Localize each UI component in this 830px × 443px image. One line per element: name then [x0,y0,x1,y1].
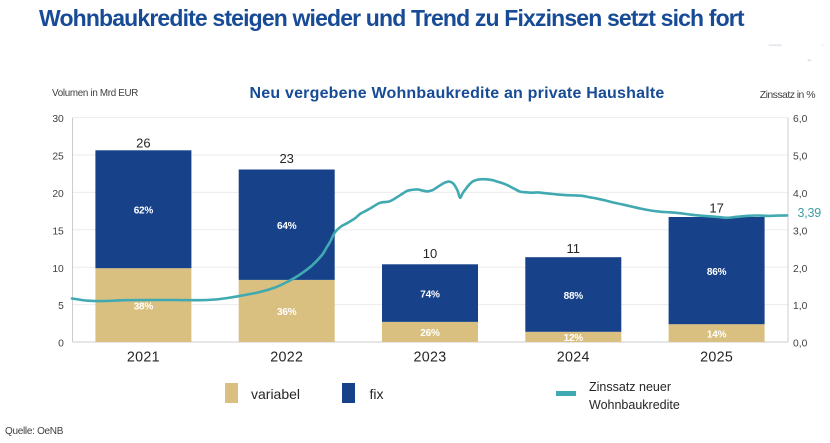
svg-text:25: 25 [52,152,64,163]
svg-text:2,0: 2,0 [793,264,808,275]
svg-text:26: 26 [136,135,150,150]
svg-text:74%: 74% [420,289,440,300]
svg-text:6,0: 6,0 [793,114,808,125]
svg-text:14%: 14% [707,329,727,340]
svg-text:10: 10 [52,264,64,275]
svg-text:88%: 88% [564,291,584,302]
svg-text:62%: 62% [134,206,154,217]
svg-text:86%: 86% [707,267,727,278]
svg-text:1,0: 1,0 [793,301,808,312]
svg-text:17: 17 [709,201,723,216]
svg-text:0,0: 0,0 [793,339,808,350]
svg-text:64%: 64% [277,221,297,232]
svg-text:23: 23 [279,151,293,166]
svg-text:30: 30 [52,114,64,125]
svg-text:12%: 12% [564,333,584,344]
svg-text:26%: 26% [420,328,440,339]
svg-text:2024: 2024 [557,350,590,366]
svg-text:20: 20 [52,189,64,200]
svg-text:3,0: 3,0 [793,226,808,237]
svg-text:36%: 36% [277,307,297,318]
svg-text:2022: 2022 [270,350,303,366]
svg-text:4,0: 4,0 [793,189,808,200]
svg-text:15: 15 [52,226,64,237]
svg-text:10: 10 [423,246,437,261]
svg-text:38%: 38% [134,301,154,312]
svg-text:0: 0 [58,339,64,350]
svg-text:5: 5 [58,301,64,312]
svg-text:2025: 2025 [700,350,733,366]
svg-text:5,0: 5,0 [793,152,808,163]
svg-text:3,39: 3,39 [798,206,822,220]
svg-text:11: 11 [567,241,581,256]
svg-text:2021: 2021 [127,350,160,366]
svg-text:2023: 2023 [413,350,446,366]
